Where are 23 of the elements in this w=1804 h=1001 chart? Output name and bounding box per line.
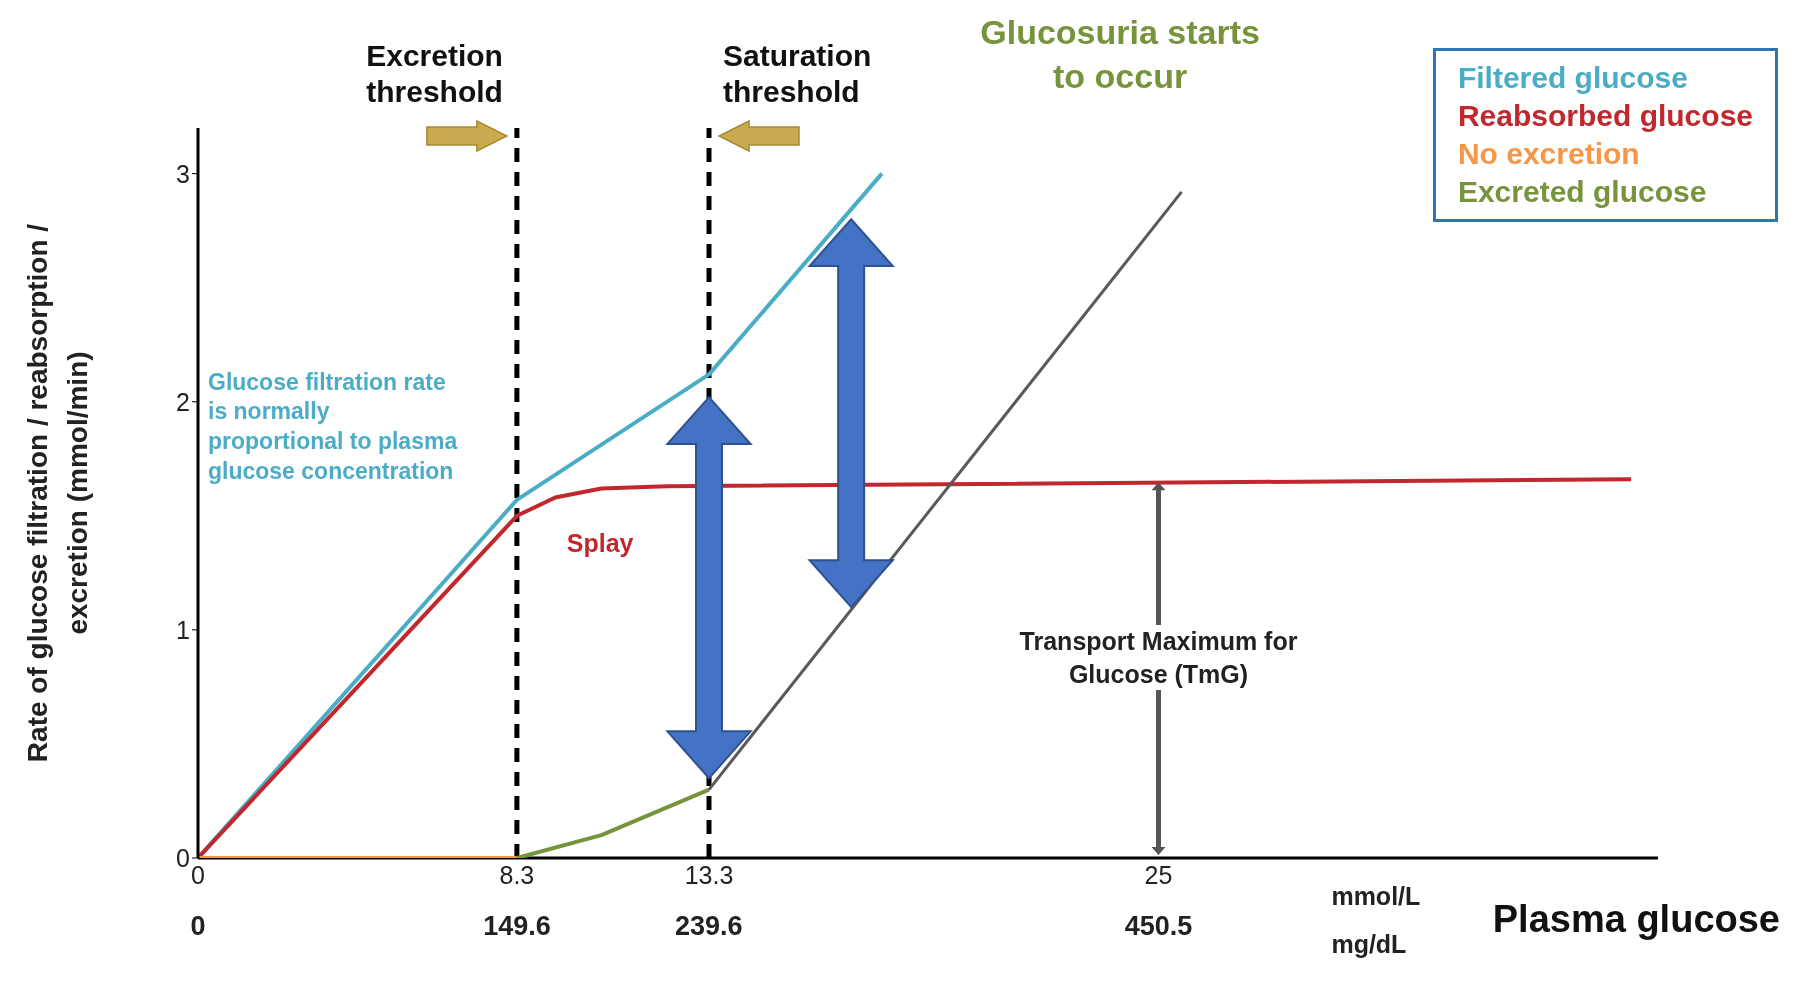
x-tick-label: 8.3 [499,860,535,889]
x2-tick-label: 239.6 [674,911,744,942]
annotation: Splay [566,528,634,560]
ref-line-label: Saturation threshold [723,38,873,110]
x-axis-title: Plasma glucose [1492,898,1780,941]
ref-line-label: Excretion threshold [365,38,503,110]
x-tick-label: 25 [1144,860,1173,889]
text: Reabsorbed glucose [1457,98,1753,134]
text: mmol/L [1331,881,1421,912]
y-tick-label: 2 [176,387,190,416]
y-tick-label: 1 [176,615,190,644]
text: No excretion [1457,136,1641,172]
y-tick-label: 3 [176,159,190,188]
text: Excreted glucose [1457,174,1708,210]
x2-tick-label: 450.5 [1123,911,1194,942]
y-axis-title: Rate of glucose filtration / reabsorption / excretion (mmol/min) [21,222,94,765]
annotation: Transport Maximum for Glucose (TmG) [988,625,1329,691]
x2-tick-label: 149.6 [482,911,552,942]
text: mg/dL [1331,929,1407,960]
x-tick-label: 13.3 [684,860,734,889]
text: Filtered glucose [1457,60,1689,96]
text: Glucosuria starts to occur [979,12,1261,98]
annotation: Glucose filtration rate is normally proportional to plasma glucose concentration [208,367,459,487]
